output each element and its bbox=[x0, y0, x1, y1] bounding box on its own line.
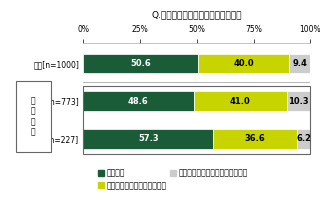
Text: 40.0: 40.0 bbox=[233, 59, 254, 68]
Text: 10.3: 10.3 bbox=[288, 97, 309, 106]
Bar bbox=[289, 53, 310, 73]
Text: 50.6: 50.6 bbox=[130, 59, 151, 68]
Text: 36.6: 36.6 bbox=[244, 134, 265, 144]
Bar bbox=[287, 91, 310, 111]
Text: 57.3: 57.3 bbox=[138, 134, 159, 144]
Legend: している, していないが、したいと思う, していないし、したいと思わない: している, していないが、したいと思う, していないし、したいと思わない bbox=[98, 168, 248, 190]
Text: 9.4: 9.4 bbox=[292, 59, 307, 68]
Bar bbox=[213, 129, 297, 149]
Text: 48.6: 48.6 bbox=[128, 97, 149, 106]
Bar bbox=[194, 91, 287, 111]
Text: 41.0: 41.0 bbox=[230, 97, 251, 106]
Bar bbox=[83, 129, 213, 149]
Bar bbox=[198, 53, 289, 73]
Title: Q.預貯金をしているか（単一回答）: Q.預貯金をしているか（単一回答） bbox=[152, 11, 242, 20]
Text: 6.2: 6.2 bbox=[296, 134, 311, 144]
Text: 学
生
区
分: 学 生 区 分 bbox=[31, 96, 36, 136]
Bar bbox=[297, 129, 311, 149]
Bar bbox=[83, 53, 198, 73]
Bar bbox=[83, 91, 194, 111]
